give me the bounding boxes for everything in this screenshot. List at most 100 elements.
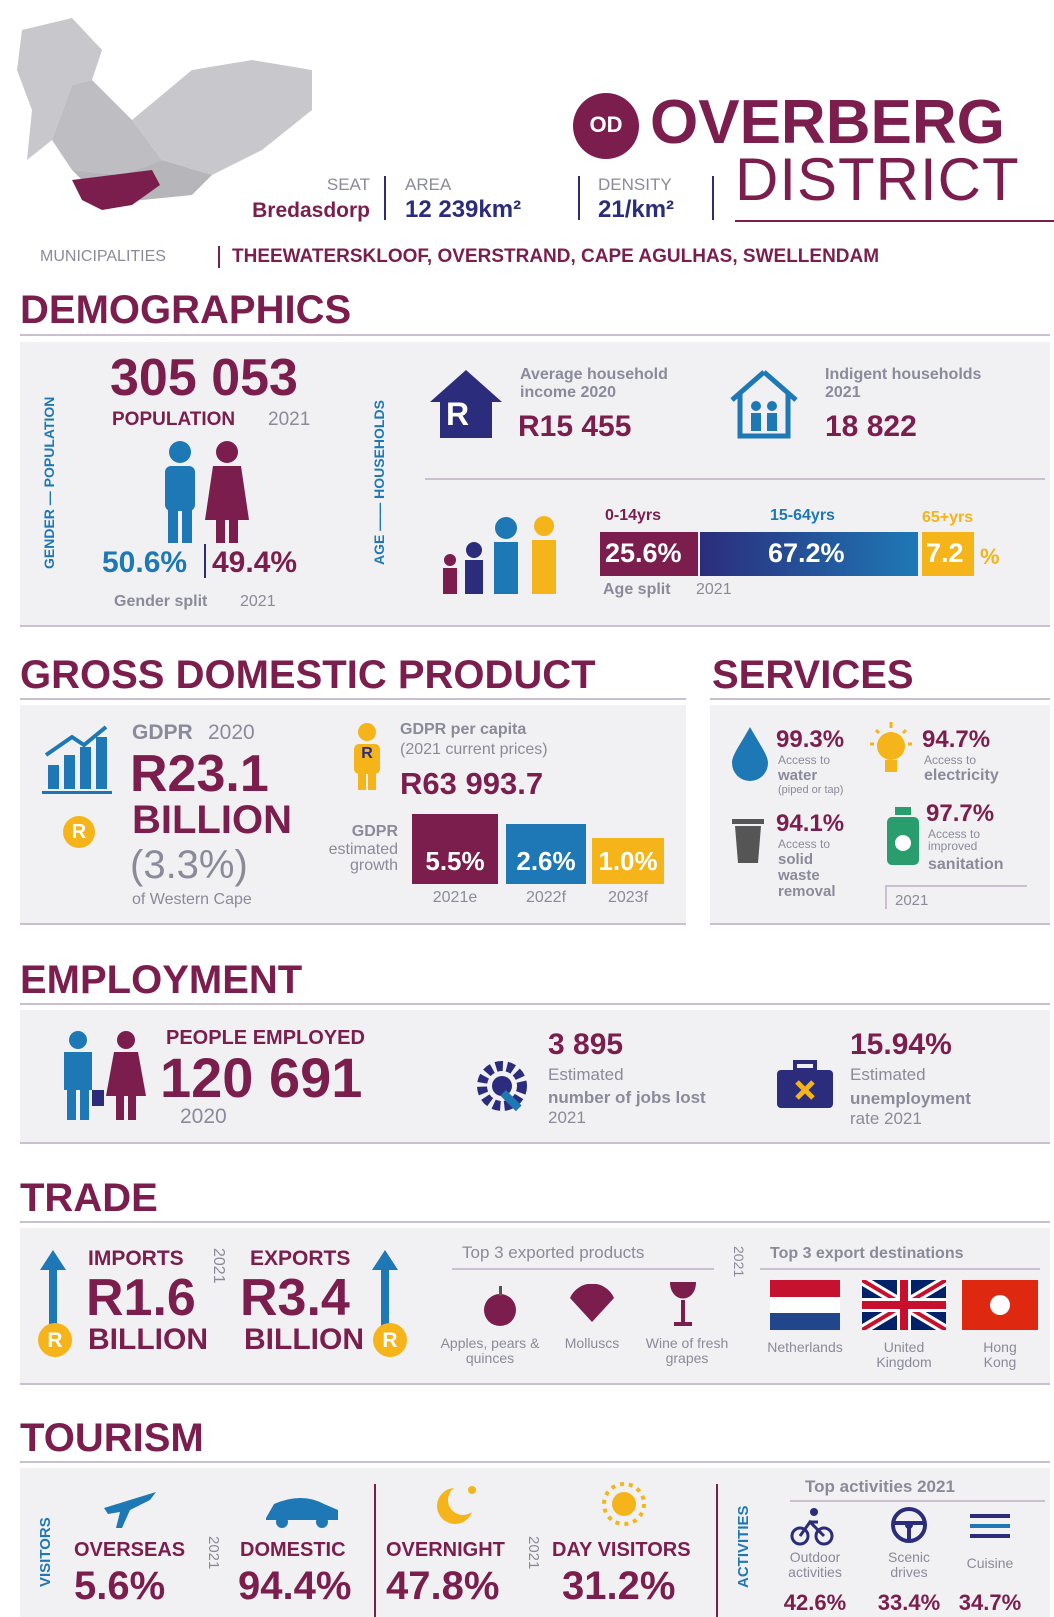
- gender-year: 2021: [240, 593, 276, 610]
- density-label: DENSITY: [598, 175, 672, 194]
- section-title: SERVICES: [712, 653, 914, 697]
- activity-label: Outdoor activities: [788, 1549, 842, 1580]
- seat-label: SEAT: [326, 175, 370, 194]
- plane-icon: [104, 1492, 156, 1528]
- section-title: EMPLOYMENT: [20, 958, 303, 1002]
- imports-unit: BILLION: [88, 1323, 208, 1356]
- gender-icon: [165, 441, 249, 543]
- activities-title: Top activities 2021: [805, 1477, 955, 1496]
- badge-text: OD: [589, 112, 623, 137]
- products-title: Top 3 exported products: [462, 1243, 645, 1262]
- service-label: Access to: [924, 753, 977, 767]
- growth-icon: [42, 725, 112, 794]
- indigent-label-text: Indigent households: [825, 366, 982, 383]
- service-value: 97.7%: [926, 800, 995, 827]
- growth-year: 2022f: [525, 889, 567, 906]
- indigent-year: 2021: [825, 384, 861, 402]
- year-frame: [885, 885, 1027, 909]
- section-rule: [20, 698, 686, 700]
- divider: [716, 1484, 718, 1617]
- briefcase-icon: [777, 1060, 833, 1108]
- product: Apples, pears & quinces: [440, 1335, 540, 1367]
- municipalities-label: MUNICIPALITIES: [40, 248, 166, 265]
- population: 305 053: [110, 349, 298, 407]
- jobs-lost-label: Estimated: [548, 1065, 624, 1084]
- subtitle: DISTRICT: [735, 146, 1020, 213]
- currency-icon: R: [446, 396, 470, 432]
- indigent: 18 822: [825, 410, 917, 443]
- sanitation-icon: [887, 807, 919, 865]
- products-year: 2021: [731, 1246, 747, 1278]
- growth-year: 2021e: [432, 889, 478, 906]
- bike-icon: [790, 1508, 834, 1546]
- service-label: Access to improved: [928, 827, 981, 853]
- wine-icon: [670, 1282, 696, 1326]
- exports: R3.4: [240, 1269, 350, 1327]
- title: OVERBERG: [650, 88, 1005, 157]
- service-label: Access to: [778, 753, 831, 767]
- tourism-year: 2021: [525, 1536, 542, 1570]
- activity-label: Scenic drives: [887, 1549, 931, 1580]
- divider: [374, 1484, 376, 1617]
- currency-badge: [63, 816, 95, 848]
- seat: Bredasdorp: [252, 199, 370, 222]
- employed-year: 2020: [180, 1105, 227, 1128]
- age-group-label: 65+yrs: [922, 509, 974, 526]
- service-value: 94.1%: [776, 810, 845, 837]
- electricity-icon: [870, 722, 912, 772]
- imports-label: IMPORTS: [88, 1247, 184, 1270]
- exports-label: EXPORTS: [250, 1247, 351, 1270]
- gdpr-share: (3.3%): [130, 843, 248, 887]
- divider: [425, 478, 1045, 480]
- tourism-year: 2021: [205, 1536, 222, 1570]
- section-title: DEMOGRAPHICS: [20, 288, 352, 332]
- service-name: solid waste removal: [778, 851, 836, 900]
- share-label: of Western Cape: [132, 891, 252, 908]
- car-icon: [266, 1498, 338, 1528]
- section-box: [20, 705, 686, 925]
- population-year: 2021: [268, 409, 311, 430]
- growth-bar: [506, 824, 586, 884]
- growth-label: GDPR: [351, 823, 398, 840]
- services-year: 2021: [895, 892, 929, 909]
- currency-badge: [373, 1323, 407, 1357]
- gdpr-unit: BILLION: [132, 798, 292, 842]
- divider: [760, 1268, 1040, 1270]
- per-capita-note: (2021 current prices): [400, 741, 548, 758]
- divider: [452, 1268, 714, 1270]
- indigent-icon: [730, 370, 798, 439]
- jobs-lost-desc: number of jobs lost 2021: [548, 1088, 718, 1127]
- divider: [384, 176, 386, 220]
- day-label: DAY VISITORS: [552, 1539, 691, 1561]
- activity-value: 34.7%: [958, 1590, 1022, 1615]
- age-value: 67.2%: [768, 538, 845, 568]
- municipalities: THEEWATERSKLOOF, OVERSTRAND, CAPE AGULHA…: [232, 246, 880, 267]
- growth-bar: [412, 814, 498, 884]
- exports-unit: BILLION: [244, 1323, 364, 1356]
- wheel-icon: [891, 1507, 927, 1543]
- age-bar: [700, 532, 918, 576]
- jobs-lost: 3 895: [548, 1028, 624, 1061]
- divider: [712, 176, 714, 220]
- activities-label: ACTIVITIES: [735, 1505, 752, 1588]
- visitors-label: VISITORS: [37, 1517, 54, 1588]
- cutlery-icon: [970, 1514, 1010, 1538]
- destination: Netherlands: [767, 1339, 843, 1355]
- water-icon: [732, 727, 768, 781]
- apple-icon: [484, 1286, 516, 1326]
- divider: [578, 176, 580, 220]
- service-note: (piped or tap): [778, 784, 844, 796]
- side-label: GENDER — POPULATION: [41, 396, 57, 569]
- unemployment: 15.94%: [850, 1028, 952, 1061]
- age-group-label: 0-14yrs: [605, 507, 662, 524]
- age-group-label: 15-64yrs: [770, 507, 835, 524]
- age-split-label: Age split: [603, 581, 671, 598]
- section-box: [20, 1010, 1050, 1144]
- day: 31.2%: [562, 1564, 676, 1608]
- moon-icon: [437, 1486, 476, 1524]
- unemployment-label: Estimated: [850, 1065, 926, 1084]
- section-rule: [20, 1221, 1050, 1223]
- service-name: sanitation: [928, 856, 1004, 873]
- unemployment-desc: unemployment: [850, 1089, 971, 1108]
